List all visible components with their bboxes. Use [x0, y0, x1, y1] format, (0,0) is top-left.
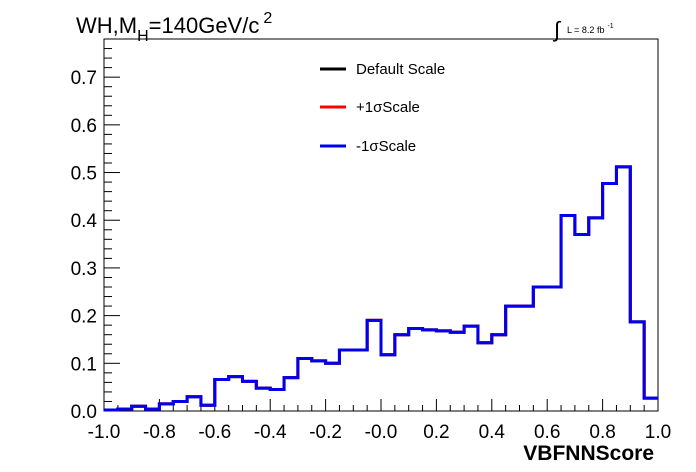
legend-label-2: -1σScale [356, 138, 416, 155]
chart-title: WH,MH=140GeV/c 2 [76, 10, 272, 45]
legend-label-1: +1σScale [356, 99, 420, 116]
chart-title-superscript: 2 [263, 10, 272, 27]
integral-sign: ∫ [552, 17, 562, 42]
series-layer [104, 165, 658, 412]
x-tick-label: -0.4 [254, 422, 287, 443]
x-tick-label: 0.4 [479, 422, 506, 443]
x-tick-label: 1.0 [645, 422, 671, 443]
legend-label-0: Default Scale [356, 61, 445, 78]
x-tick-label: -0.6 [198, 422, 231, 443]
y-tick-label: 0.4 [71, 211, 98, 232]
x-tick-label: -0.2 [309, 422, 342, 443]
series-line-2 [104, 165, 658, 412]
chart-title-main: WH,M [76, 13, 137, 38]
y-tick-label: 0.6 [71, 116, 97, 137]
x-tick-label: -0.8 [143, 422, 176, 443]
y-tick-label: 0.2 [71, 307, 97, 328]
y-tick-label: 0.1 [71, 354, 97, 375]
x-tick-label: -0.0 [365, 422, 398, 443]
y-tick-label: 0.7 [71, 68, 97, 89]
y-tick-label: 0.3 [71, 259, 97, 280]
luminosity-label: ∫ L = 8.2 fb -1 [552, 17, 614, 42]
x-tick-label: 0.2 [423, 422, 449, 443]
series-line-0 [104, 165, 658, 412]
luminosity-text: L = 8.2 fb [567, 25, 604, 35]
y-tick-label: 0.5 [71, 164, 97, 185]
series-line-1 [104, 165, 658, 412]
x-tick-label: 0.6 [534, 422, 560, 443]
y-tick-label: 0.0 [71, 402, 97, 423]
chart-title-rest: =140GeV/c [149, 13, 260, 38]
x-tick-label: -1.0 [88, 422, 121, 443]
axes: -1.0 -0.8 -0.6 -0.4 -0.2 -0.0 0.2 0.4 0.6 0.8 1.0 0… [71, 48, 671, 443]
x-axis-title: VBFNNScore [523, 442, 654, 465]
x-tick-label: 0.8 [589, 422, 615, 443]
chart-title-subscript: H [137, 28, 149, 45]
luminosity-superscript: -1 [607, 23, 613, 30]
legend: Default Scale +1σScale -1σScale [320, 61, 445, 155]
